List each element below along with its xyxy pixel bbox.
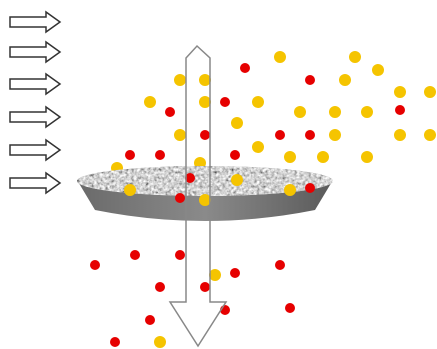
particle-yellow <box>199 74 211 86</box>
diagram <box>0 0 437 349</box>
particle-yellow <box>231 117 243 129</box>
particle-red <box>145 315 155 325</box>
particle-red <box>110 337 120 347</box>
particle-yellow <box>372 64 384 76</box>
particle-yellow <box>209 269 221 281</box>
particle-yellow <box>284 184 296 196</box>
particle-yellow <box>199 96 211 108</box>
particle-yellow <box>424 86 436 98</box>
particle-red <box>275 260 285 270</box>
particle-yellow <box>394 129 406 141</box>
particle-yellow <box>274 51 286 63</box>
particle-red <box>175 193 185 203</box>
inflow-arrow <box>10 107 60 127</box>
particle-yellow <box>329 106 341 118</box>
particle-red <box>200 130 210 140</box>
particle-yellow <box>424 129 436 141</box>
particle-yellow <box>174 74 186 86</box>
particle-yellow <box>252 141 264 153</box>
particle-red <box>200 282 210 292</box>
particle-red <box>230 150 240 160</box>
particle-yellow <box>349 51 361 63</box>
particle-yellow <box>339 74 351 86</box>
inflow-arrow <box>10 12 60 32</box>
inflow-arrow <box>10 42 60 62</box>
particle-red <box>125 150 135 160</box>
particle-red <box>90 260 100 270</box>
particle-red <box>275 130 285 140</box>
particle-red <box>155 150 165 160</box>
particle-red <box>240 63 250 73</box>
particle-yellow <box>284 151 296 163</box>
particle-red <box>285 303 295 313</box>
particle-red <box>155 282 165 292</box>
particle-red <box>165 107 175 117</box>
particle-yellow <box>361 151 373 163</box>
inflow-arrow <box>10 140 60 160</box>
page: (() => { const data = JSON.parse(documen… <box>0 0 437 349</box>
particle-yellow <box>174 129 186 141</box>
particle-yellow <box>144 96 156 108</box>
particle-red <box>305 75 315 85</box>
inflow-arrow <box>10 173 60 193</box>
particle-red <box>230 268 240 278</box>
particle-yellow <box>154 336 166 348</box>
particle-yellow <box>231 174 243 186</box>
particle-red <box>130 250 140 260</box>
particle-red <box>220 97 230 107</box>
particle-yellow <box>252 96 264 108</box>
particle-red <box>305 183 315 193</box>
particle-yellow <box>394 86 406 98</box>
particle-yellow <box>361 106 373 118</box>
particle-red <box>395 105 405 115</box>
inflow-arrow <box>10 74 60 94</box>
particle-yellow <box>317 151 329 163</box>
particle-yellow <box>124 184 136 196</box>
particle-red <box>175 250 185 260</box>
particle-yellow <box>294 106 306 118</box>
inflow-arrows <box>10 12 60 193</box>
particle-red <box>305 130 315 140</box>
particle-yellow <box>329 129 341 141</box>
particle-yellow <box>199 194 211 206</box>
